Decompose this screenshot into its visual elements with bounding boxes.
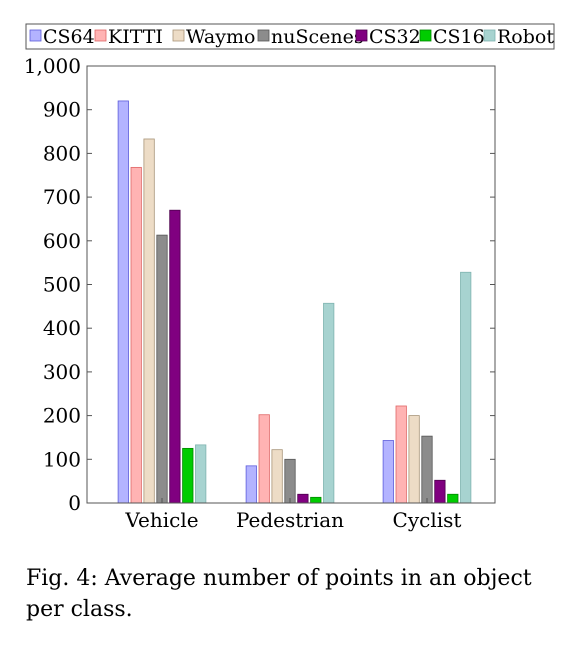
legend-swatch-cs64 — [29, 29, 42, 42]
legend-box — [25, 23, 555, 50]
legend-swatch-kitti — [94, 29, 107, 42]
y-tick-label: 900 — [43, 98, 81, 122]
bar-kitti-vehicle — [130, 166, 142, 504]
bar-waymo-pedestrian — [271, 449, 283, 504]
y-tick-label: 100 — [43, 447, 81, 471]
legend-label-cs16: CS16 — [433, 26, 485, 48]
bar-cs32-cyclist — [434, 479, 446, 504]
bar-nuscenes-vehicle — [156, 234, 168, 504]
bar-nuscenes-cyclist — [421, 435, 433, 504]
x-tick-label: Pedestrian — [236, 508, 344, 532]
bar-robot-pedestrian — [323, 302, 335, 504]
bar-cs64-cyclist — [382, 440, 394, 504]
bar-kitti-cyclist — [395, 405, 407, 504]
y-tick-label: 400 — [43, 316, 81, 340]
y-tick-label: 200 — [43, 404, 81, 428]
legend-swatch-robot — [483, 29, 496, 42]
x-tick-label: Vehicle — [124, 508, 198, 532]
y-tick-label: 300 — [43, 360, 81, 384]
y-tick-label: 0 — [68, 491, 81, 515]
legend-label-nuscenes: nuScenes — [271, 26, 364, 48]
y-axis: 0 100 200 300 400 500 600 700 800 900 1,000 — [24, 54, 495, 515]
legend-swatch-cs32 — [355, 29, 368, 42]
legend-label-waymo: Waymo — [186, 26, 255, 48]
bar-robot-cyclist — [460, 271, 472, 504]
x-axis: Vehicle Pedestrian Cyclist — [124, 498, 461, 532]
legend-label-robot: Robot — [497, 26, 554, 48]
y-tick-label: 500 — [43, 273, 81, 297]
bar-cs16-pedestrian — [310, 496, 322, 504]
legend-swatch-nuscenes — [257, 29, 270, 42]
figure-caption: Fig. 4: Average number of points in an o… — [26, 566, 532, 622]
bar-cs32-pedestrian — [297, 493, 309, 504]
bar-cs16-cyclist — [447, 493, 459, 504]
bar-robot-vehicle — [195, 444, 207, 504]
bar-cs16-vehicle — [182, 447, 194, 504]
bar-waymo-vehicle — [143, 138, 155, 504]
bars — [117, 100, 472, 504]
legend-label-cs32: CS32 — [369, 26, 421, 48]
legend-label-cs64: CS64 — [43, 26, 95, 48]
y-tick-label: 1,000 — [24, 54, 81, 78]
bar-nuscenes-pedestrian — [284, 458, 296, 504]
legend: CS64 KITTI Waymo nuScenes CS32 CS16 Robot — [29, 26, 554, 48]
y-tick-label: 600 — [43, 229, 81, 253]
bar-waymo-cyclist — [408, 415, 420, 504]
bar-kitti-pedestrian — [258, 414, 270, 504]
plot-area-frame — [86, 65, 496, 504]
y-tick-label: 800 — [43, 141, 81, 165]
legend-label-kitti: KITTI — [108, 26, 163, 48]
x-tick-label: Cyclist — [393, 508, 462, 532]
bar-cs32-vehicle — [169, 209, 181, 504]
bar-chart: CS64 KITTI Waymo nuScenes CS32 CS16 Robot 0 100… — [24, 23, 555, 532]
legend-swatch-waymo — [172, 29, 185, 42]
y-tick-label: 700 — [43, 185, 81, 209]
bar-cs64-vehicle — [117, 100, 129, 504]
bar-cs64-pedestrian — [245, 465, 257, 504]
legend-swatch-cs16 — [419, 29, 432, 42]
